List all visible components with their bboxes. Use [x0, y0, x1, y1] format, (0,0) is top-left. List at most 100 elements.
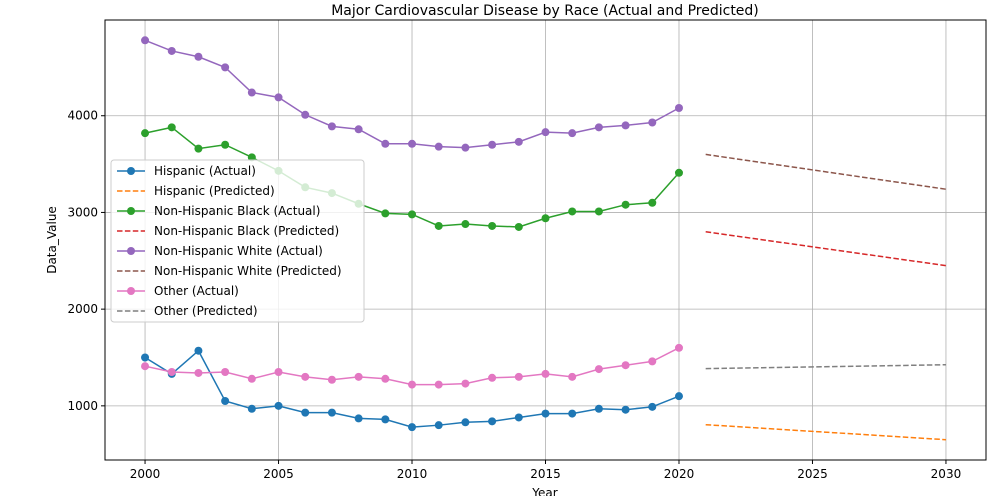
series-line: [705, 364, 946, 370]
data-point: [461, 220, 470, 229]
x-tick-label: 2020: [664, 467, 695, 481]
legend-items: Hispanic (Actual) Hispanic (Predicted) Non…: [117, 164, 342, 318]
data-point: [461, 379, 470, 388]
data-point: [568, 372, 577, 381]
series-1: [705, 423, 946, 441]
data-point: [648, 357, 657, 366]
legend-item: Non-Hispanic White (Predicted): [117, 264, 342, 278]
data-point: [514, 413, 523, 422]
x-tick-label: 2005: [263, 467, 294, 481]
data-point: [221, 63, 230, 72]
series-5: [705, 153, 947, 190]
data-point: [381, 374, 390, 383]
legend-marker: [127, 247, 135, 255]
data-point: [488, 373, 497, 382]
data-point: [274, 93, 283, 102]
data-point: [141, 129, 150, 138]
series-7: [705, 364, 946, 370]
y-tick-label: 3000: [67, 205, 98, 219]
legend: Hispanic (Actual) Hispanic (Predicted) Non…: [110, 159, 365, 323]
data-point: [674, 168, 683, 177]
data-point: [247, 153, 256, 162]
x-tick-label: 2010: [397, 467, 428, 481]
data-point: [141, 36, 150, 45]
legend-item: Other (Actual): [117, 284, 239, 298]
data-point: [674, 392, 683, 401]
legend-label: Hispanic (Predicted): [154, 184, 275, 198]
data-point: [327, 375, 336, 384]
data-point: [194, 52, 203, 61]
legend-label: Non-Hispanic Black (Actual): [154, 204, 320, 218]
legend-label: Other (Predicted): [154, 304, 258, 318]
data-point: [541, 409, 550, 418]
data-point: [408, 139, 417, 148]
series-line: [705, 153, 947, 190]
data-point: [594, 207, 603, 216]
data-point: [621, 121, 630, 130]
data-point: [594, 404, 603, 413]
data-point: [541, 369, 550, 378]
series-3: [705, 231, 947, 267]
x-tick-label: 2015: [530, 467, 561, 481]
data-point: [381, 415, 390, 424]
legend-item: Hispanic (Actual): [117, 164, 256, 178]
series-line: [705, 423, 946, 441]
data-point: [327, 408, 336, 417]
data-point: [674, 104, 683, 112]
data-point: [461, 418, 470, 427]
data-point: [621, 200, 630, 209]
series-layer: [141, 36, 947, 441]
legend-marker: [127, 287, 135, 295]
data-point: [274, 401, 283, 410]
data-point: [301, 110, 310, 119]
data-point: [167, 46, 176, 55]
data-point: [568, 409, 577, 418]
series-line: [705, 231, 947, 267]
data-point: [408, 423, 417, 432]
data-point: [434, 380, 443, 389]
legend-item: Non-Hispanic White (Actual): [117, 244, 323, 258]
data-point: [301, 408, 310, 417]
x-tick-label: 2000: [130, 467, 161, 481]
data-point: [648, 198, 657, 207]
data-point: [381, 209, 390, 218]
x-axis-label: Year: [531, 486, 557, 496]
data-point: [594, 123, 603, 132]
data-point: [194, 346, 203, 355]
chart-title: Major Cardiovascular Disease by Race (Ac…: [331, 3, 759, 19]
legend-label: Non-Hispanic White (Predicted): [154, 264, 342, 278]
data-point: [568, 207, 577, 216]
data-point: [381, 139, 390, 148]
data-point: [621, 361, 630, 370]
data-point: [194, 368, 203, 377]
grid: [105, 20, 986, 460]
data-point: [541, 128, 550, 137]
data-point: [541, 214, 550, 223]
axis-ticks: 2000 2005 2010 2015 2020 2025 2030 1000 2000 3000…: [67, 109, 961, 481]
data-point: [514, 372, 523, 381]
data-point: [514, 222, 523, 231]
y-tick-label: 2000: [67, 302, 98, 316]
data-point: [247, 404, 256, 413]
legend-marker: [127, 167, 135, 175]
data-point: [221, 140, 230, 149]
data-point: [408, 210, 417, 219]
data-point: [167, 368, 176, 376]
data-point: [141, 353, 150, 362]
legend-item: Non-Hispanic Black (Predicted): [117, 224, 339, 238]
data-point: [488, 140, 497, 149]
data-point: [408, 380, 417, 389]
data-point: [221, 368, 230, 376]
y-axis-label: Data_Value: [45, 206, 59, 274]
y-tick-label: 4000: [67, 109, 98, 123]
x-tick-label: 2025: [797, 467, 828, 481]
data-point: [488, 417, 497, 426]
data-point: [247, 374, 256, 383]
data-point: [648, 402, 657, 411]
data-point: [354, 414, 363, 423]
series-4: [141, 36, 683, 152]
legend-item: Other (Predicted): [117, 304, 258, 318]
data-point: [274, 368, 283, 376]
data-point: [327, 122, 336, 131]
data-point: [167, 123, 176, 132]
